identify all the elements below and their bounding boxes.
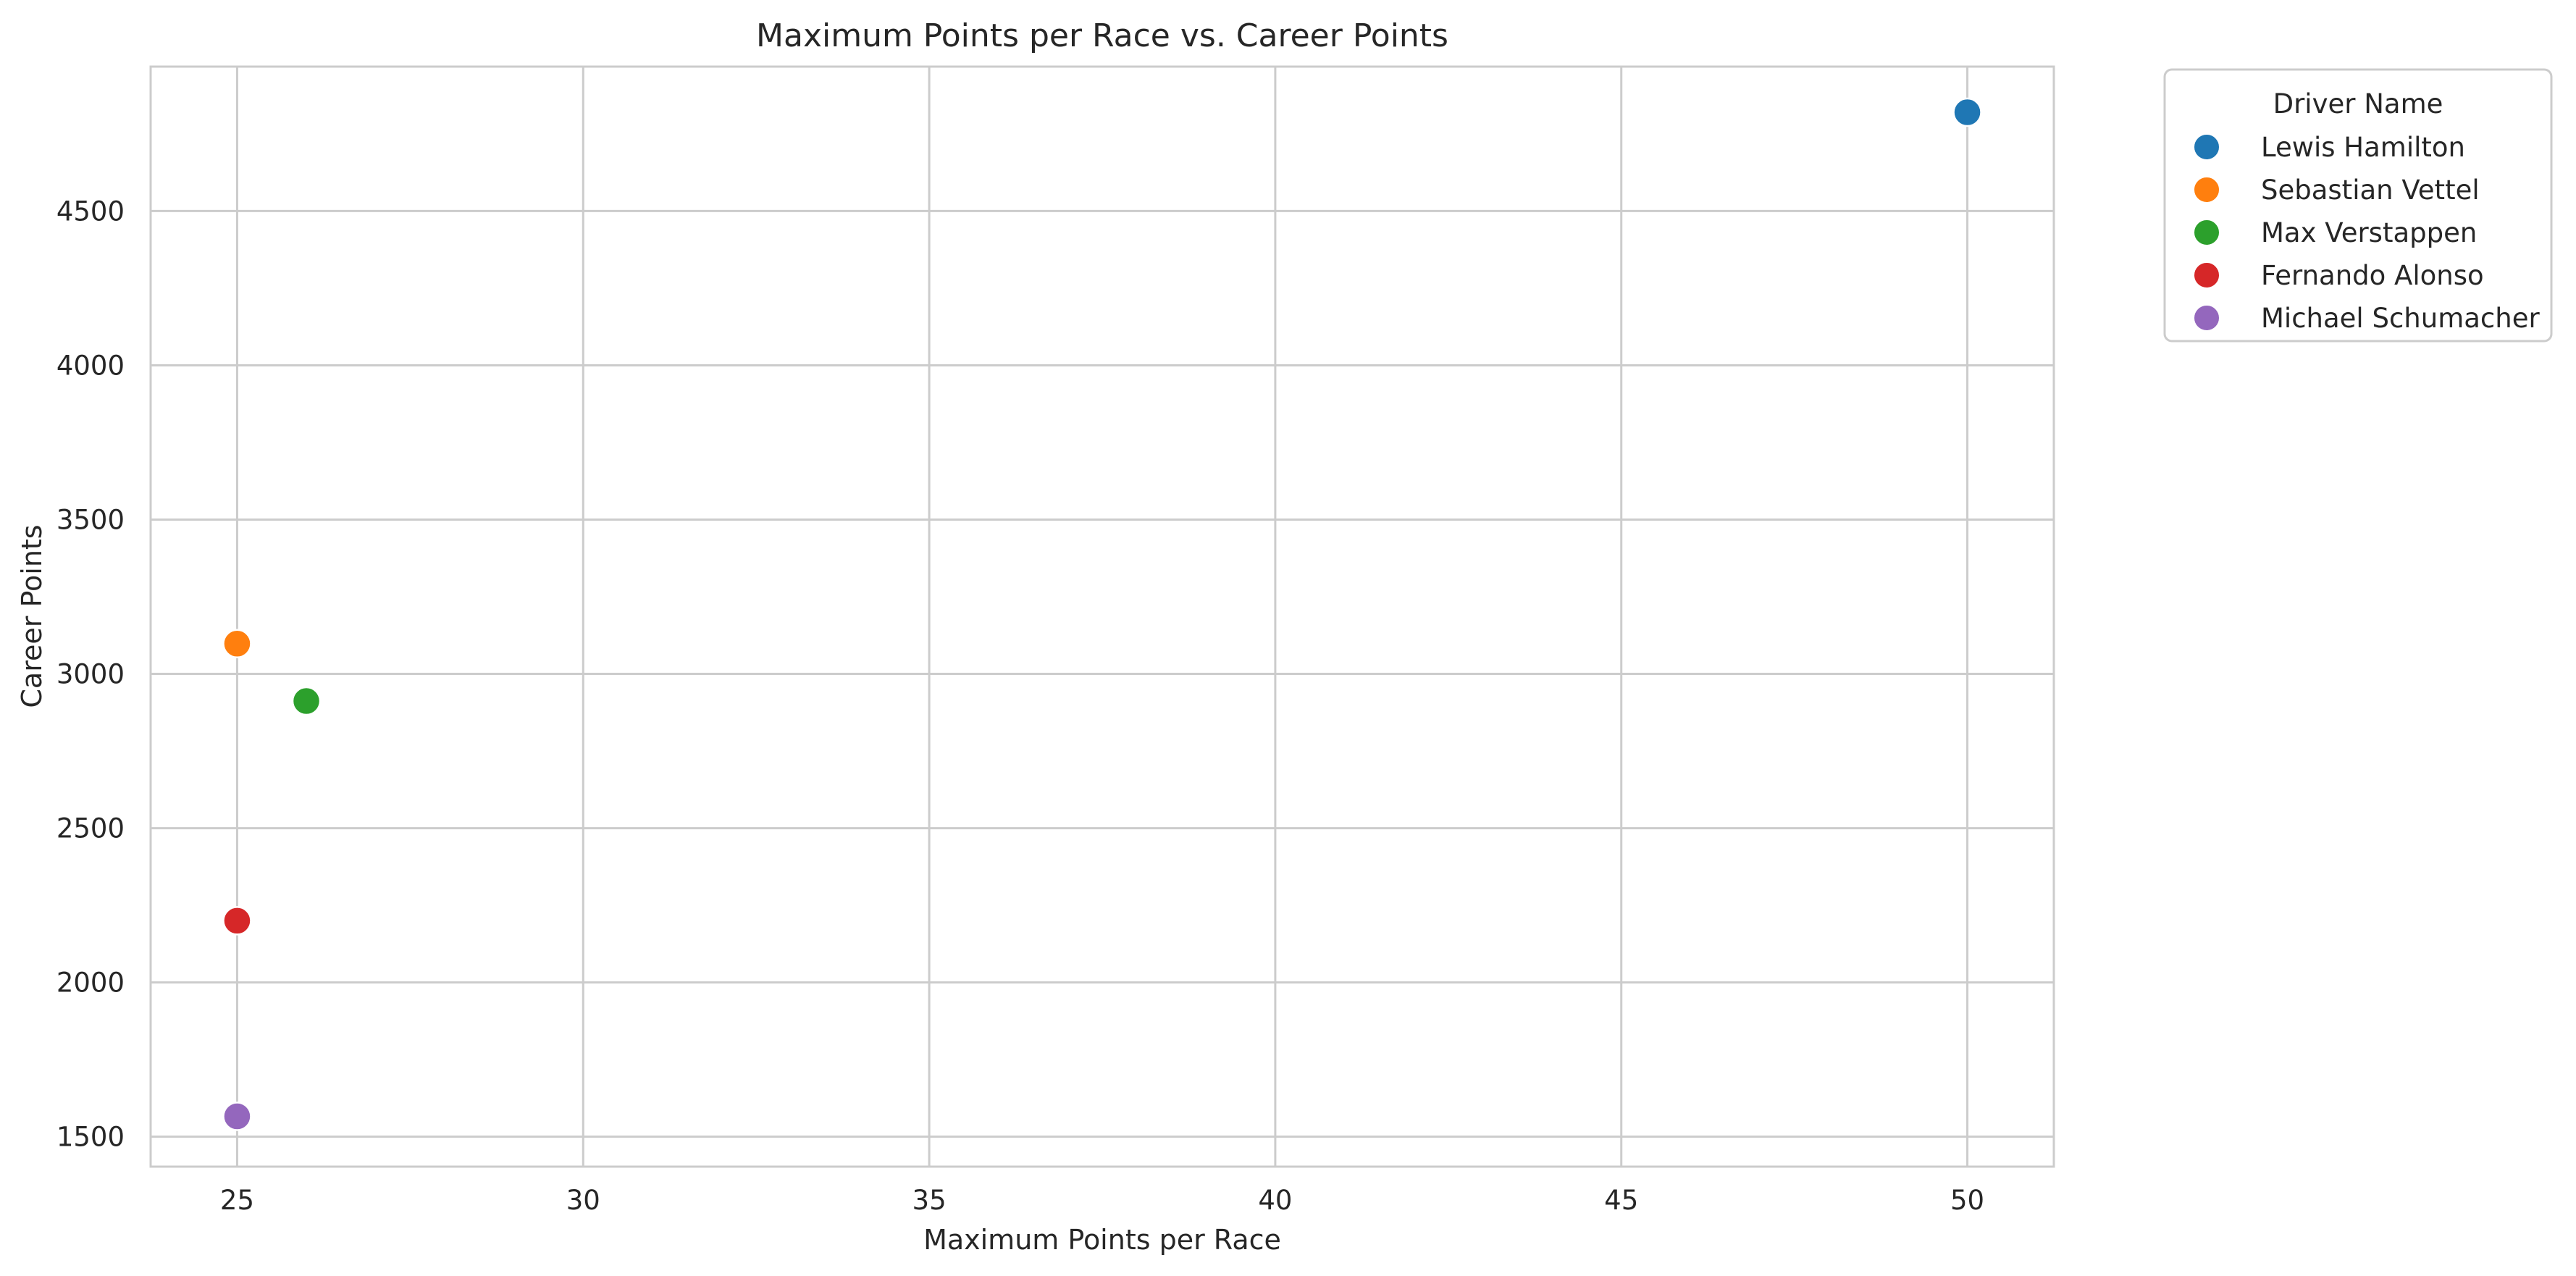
legend-title: Driver Name bbox=[2273, 88, 2443, 119]
legend: Driver Name Lewis Hamilton Sebastian Vett… bbox=[2163, 68, 2553, 343]
data-point bbox=[222, 629, 252, 659]
x-tick-labels: 25 30 35 40 45 50 bbox=[220, 1185, 1984, 1216]
data-point bbox=[1952, 97, 1982, 127]
y-tick-label: 4500 bbox=[56, 196, 125, 227]
legend-marker bbox=[2193, 261, 2220, 289]
y-tick-labels: 1500 2000 2500 3000 3500 4000 4500 bbox=[56, 196, 125, 1152]
data-point bbox=[222, 1101, 252, 1131]
legend-marker bbox=[2193, 304, 2220, 332]
y-gridlines bbox=[151, 209, 2054, 1138]
x-tick-label: 45 bbox=[1604, 1185, 1638, 1216]
legend-item: Sebastian Vettel bbox=[2193, 175, 2480, 206]
legend-label: Sebastian Vettel bbox=[2261, 175, 2480, 206]
chart-title: Maximum Points per Race vs. Career Point… bbox=[756, 17, 1448, 54]
data-points bbox=[222, 97, 1982, 1131]
legend-box bbox=[2163, 68, 2553, 343]
y-tick-label: 4000 bbox=[56, 350, 125, 381]
y-tick-label: 2000 bbox=[56, 968, 125, 999]
y-tick-label: 3500 bbox=[56, 504, 125, 535]
data-point bbox=[291, 686, 322, 716]
legend-label: Michael Schumacher bbox=[2261, 303, 2540, 334]
x-tick-label: 40 bbox=[1258, 1185, 1292, 1216]
legend-item: Michael Schumacher bbox=[2193, 303, 2540, 334]
legend-marker bbox=[2193, 219, 2220, 246]
legend-item: Lewis Hamilton bbox=[2193, 132, 2465, 163]
legend-label: Lewis Hamilton bbox=[2261, 132, 2465, 163]
x-tick-label: 25 bbox=[220, 1185, 254, 1216]
x-axis-label: Maximum Points per Race bbox=[923, 1224, 1281, 1256]
y-tick-label: 1500 bbox=[56, 1122, 125, 1153]
legend-label: Max Verstappen bbox=[2261, 217, 2477, 248]
plot-area bbox=[149, 65, 2055, 1168]
legend-marker bbox=[2193, 176, 2220, 203]
y-axis-label: Career Points bbox=[16, 524, 48, 708]
legend-item: Fernando Alonso bbox=[2193, 260, 2484, 291]
x-tick-label: 30 bbox=[566, 1185, 600, 1216]
plot-frame bbox=[149, 65, 2055, 1168]
legend-item: Max Verstappen bbox=[2193, 217, 2477, 248]
legend-items: Lewis Hamilton Sebastian Vettel Max Versta… bbox=[2193, 132, 2540, 334]
x-tick-label: 35 bbox=[912, 1185, 947, 1216]
x-tick-label: 50 bbox=[1950, 1185, 1984, 1216]
y-tick-label: 2500 bbox=[56, 813, 125, 844]
plot-background bbox=[151, 67, 2054, 1167]
data-point bbox=[222, 906, 252, 936]
legend-marker bbox=[2193, 133, 2220, 161]
y-tick-label: 3000 bbox=[56, 659, 125, 690]
legend-label: Fernando Alonso bbox=[2261, 260, 2484, 291]
